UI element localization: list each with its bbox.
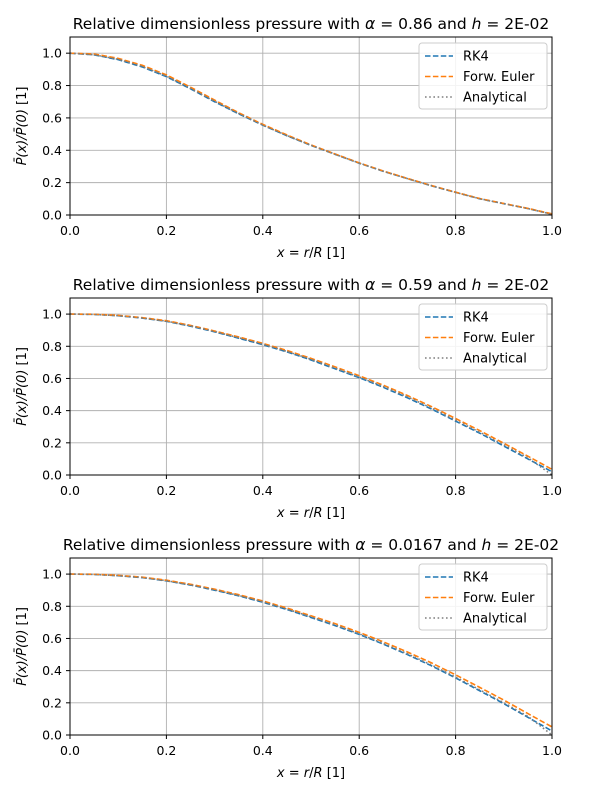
y-tick-label: 0.2 <box>42 175 62 190</box>
y-tick-label: 0.8 <box>42 339 62 354</box>
y-tick-label: 0.6 <box>42 110 62 125</box>
y-tick-label: 0.2 <box>42 435 62 450</box>
legend: RK4 Forw. Euler Analytical <box>418 303 548 371</box>
chart-title: Relative dimensionless pressure with α =… <box>73 15 550 33</box>
y-axis-label: P̄(x)/P̄(0) [1] <box>15 607 30 686</box>
y-tick-label: 0.0 <box>42 728 62 743</box>
legend-label: Forw. Euler <box>463 70 535 85</box>
y-axis-label: P̄(x)/P̄(0) [1] <box>15 87 30 166</box>
x-tick-label: 0.4 <box>253 743 273 758</box>
x-tick-label: 0.6 <box>349 743 369 758</box>
y-tick-label: 0.4 <box>42 143 62 158</box>
y-tick-label: 0.6 <box>42 631 62 646</box>
y-tick-label: 0.0 <box>42 468 62 483</box>
x-tick-label: 0.0 <box>60 743 80 758</box>
x-tick-label: 1.0 <box>542 483 562 498</box>
y-tick-label: 0.0 <box>42 208 62 223</box>
x-tick-label: 0.4 <box>253 223 273 238</box>
plot-frame <box>69 297 553 476</box>
series-line-analytical <box>69 52 553 216</box>
plot-frame <box>69 557 553 736</box>
x-axis-label: x = r/R [1] <box>276 506 345 521</box>
legend-label: Analytical <box>463 352 527 367</box>
x-tick-label: 0.2 <box>156 223 176 238</box>
legend-label: RK4 <box>463 571 489 586</box>
chart-title: Relative dimensionless pressure with α =… <box>63 536 559 554</box>
x-tick-label: 0.2 <box>156 483 176 498</box>
x-tick-label: 0.8 <box>446 483 466 498</box>
legend-label: Forw. Euler <box>463 331 535 346</box>
y-tick-label: 1.0 <box>42 567 62 582</box>
x-tick-label: 0.6 <box>349 223 369 238</box>
x-tick-label: 1.0 <box>542 743 562 758</box>
x-tick-label: 0.2 <box>156 743 176 758</box>
x-tick-label: 0.8 <box>446 223 466 238</box>
x-tick-label: 1.0 <box>542 223 562 238</box>
chart-title: Relative dimensionless pressure with α =… <box>73 276 550 294</box>
y-axis-label: P̄(x)/P̄(0) [1] <box>15 347 30 426</box>
legend-label: Analytical <box>463 91 527 106</box>
y-tick-label: 0.4 <box>42 663 62 678</box>
y-tick-label: 0.4 <box>42 403 62 418</box>
x-tick-label: 0.8 <box>446 743 466 758</box>
legend: RK4 Forw. Euler Analytical <box>418 42 548 110</box>
x-tick-label: 0.6 <box>349 483 369 498</box>
legend-label: RK4 <box>463 50 489 65</box>
y-tick-label: 0.6 <box>42 371 62 386</box>
legend: RK4 Forw. Euler Analytical <box>418 563 548 631</box>
chart-panel-2: 0.0 0.2 0.4 0.6 0.8 1.0 0.0 0.2 0.4 0.6 0.8 1.0 Rela… <box>15 276 562 521</box>
chart-panel-1: 0.0 0.2 0.4 0.6 0.8 1.0 0.0 0.2 0.4 0.6 0.8 1.0 Rela… <box>15 15 562 261</box>
x-tick-label: 0.4 <box>253 483 273 498</box>
legend-box <box>418 42 548 110</box>
series-line-analytical <box>69 313 553 476</box>
chart-panel-3: 0.0 0.2 0.4 0.6 0.8 1.00.00.20.40.60.81.0Rela… <box>15 536 562 781</box>
legend-label: Forw. Euler <box>463 591 535 606</box>
plot-frame <box>69 36 553 216</box>
y-tick-label: 0.8 <box>42 599 62 614</box>
y-tick-label: 1.0 <box>42 307 62 322</box>
legend-label: Analytical <box>463 612 527 627</box>
y-tick-label: 1.0 <box>42 46 62 61</box>
y-tick-label: 0.2 <box>42 695 62 710</box>
x-tick-label: 0.0 <box>60 483 80 498</box>
legend-box <box>418 303 548 371</box>
legend-label: RK4 <box>463 311 489 326</box>
y-tick-label: 0.8 <box>42 78 62 93</box>
x-axis-label: x = r/R [1] <box>276 766 345 781</box>
legend-box <box>418 563 548 631</box>
x-tick-label: 0.0 <box>60 223 80 238</box>
x-axis-label: x = r/R [1] <box>276 246 345 261</box>
series-line-analytical <box>69 573 553 736</box>
